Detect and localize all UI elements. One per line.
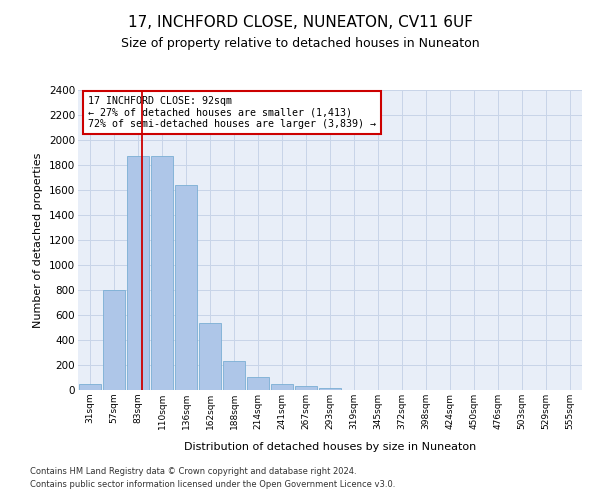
Bar [151, 156, 173, 390]
Bar [223, 360, 245, 390]
Text: 17 INCHFORD CLOSE: 92sqm
← 27% of detached houses are smaller (1,413)
72% of sem: 17 INCHFORD CLOSE: 92sqm ← 27% of detach… [88, 96, 376, 129]
Bar [175, 185, 197, 390]
Bar [127, 156, 149, 390]
Text: Contains HM Land Registry data © Crown copyright and database right 2024.: Contains HM Land Registry data © Crown c… [30, 467, 356, 476]
Bar [295, 386, 317, 390]
Bar [103, 290, 125, 390]
Text: 17, INCHFORD CLOSE, NUNEATON, CV11 6UF: 17, INCHFORD CLOSE, NUNEATON, CV11 6UF [128, 15, 473, 30]
Bar [319, 388, 341, 390]
Bar [79, 384, 101, 390]
Bar [271, 384, 293, 390]
Bar [247, 377, 269, 390]
Text: Contains public sector information licensed under the Open Government Licence v3: Contains public sector information licen… [30, 480, 395, 489]
Text: Distribution of detached houses by size in Nuneaton: Distribution of detached houses by size … [184, 442, 476, 452]
Bar [199, 323, 221, 390]
Text: Size of property relative to detached houses in Nuneaton: Size of property relative to detached ho… [121, 38, 479, 51]
Y-axis label: Number of detached properties: Number of detached properties [34, 152, 43, 328]
